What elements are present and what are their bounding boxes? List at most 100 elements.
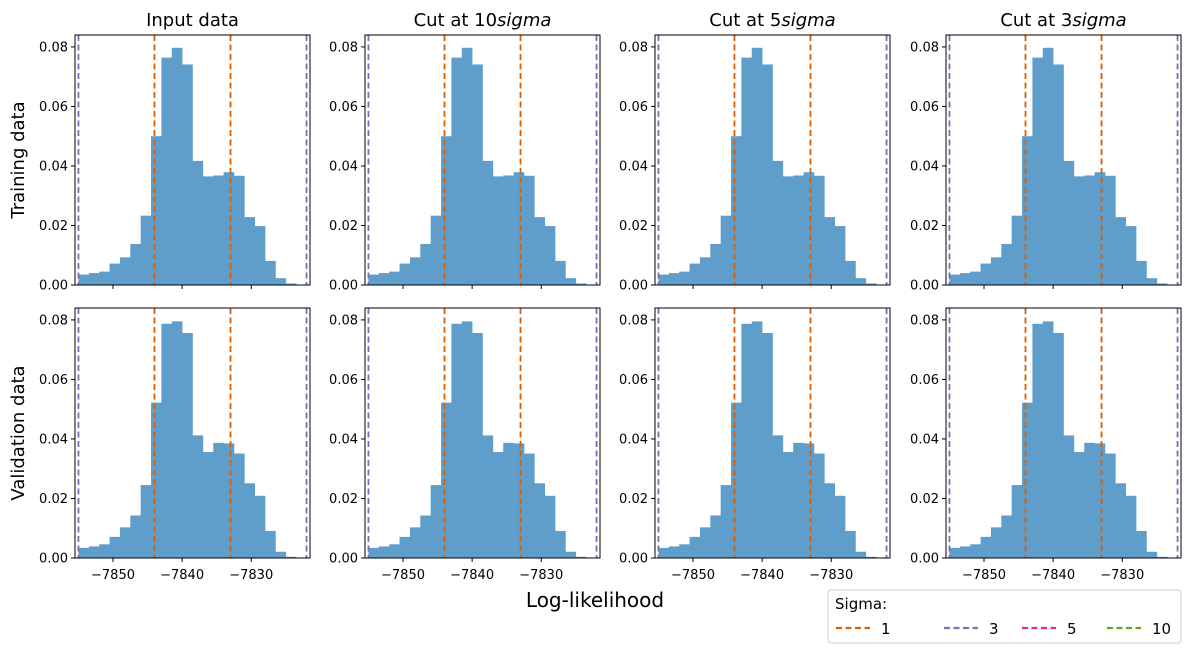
x-tick-label: −7840 <box>1031 568 1075 583</box>
histogram-bar <box>1146 278 1158 285</box>
y-tick-label: 0.02 <box>619 492 648 507</box>
histogram-bar <box>834 226 846 285</box>
histogram-bar <box>244 483 256 558</box>
histogram-bar <box>233 453 245 558</box>
histogram-bar <box>140 485 152 558</box>
histogram-bar <box>99 544 110 558</box>
histogram-bar <box>161 323 173 558</box>
histogram-bar <box>451 57 463 285</box>
histogram-bar <box>78 547 90 558</box>
x-tick-label: −7830 <box>1100 568 1144 583</box>
legend-label: 10 <box>1152 620 1171 638</box>
subplot-title: Cut at 5sigma <box>709 10 835 31</box>
histogram-bar <box>845 530 856 558</box>
y-tick-label: 0.04 <box>329 432 358 447</box>
histogram-bar <box>762 64 773 285</box>
histogram-bar <box>824 217 836 285</box>
histogram-bar <box>668 546 680 558</box>
histogram-bar <box>980 263 992 285</box>
histogram-bar <box>1084 175 1095 285</box>
y-tick-label: 0.04 <box>39 432 68 447</box>
histogram-bar <box>192 435 204 558</box>
histogram-bar <box>1032 323 1044 558</box>
histogram-bar <box>182 64 193 285</box>
histogram-bar <box>555 260 566 285</box>
histogram-bar <box>140 215 152 285</box>
x-tick-label: −7840 <box>450 568 494 583</box>
subplot-r2-c3: 0.00 0.02 0.04 0.06 0.08 −7850 −7840 −7830 <box>619 307 891 583</box>
y-tick-label: 0.02 <box>39 219 68 234</box>
x-tick-label: −7840 <box>160 568 204 583</box>
y-tick-label: 0.00 <box>619 552 648 567</box>
histogram-bar <box>720 215 732 285</box>
legend: Sigma: 1 3 5 10 <box>827 589 1182 644</box>
histogram-bar <box>461 47 473 285</box>
histogram-bar <box>855 278 867 285</box>
histogram-bar <box>503 442 514 558</box>
axes-frame <box>74 34 311 286</box>
subplot-r1-c1: 0.00 0.02 0.04 0.06 0.08 Input data <box>39 10 311 294</box>
histogram-bar <box>1125 226 1137 285</box>
histogram-bar <box>151 402 162 558</box>
histogram-bar <box>1136 260 1147 285</box>
histogram-bar <box>751 47 763 285</box>
histogram-bar <box>182 333 193 558</box>
histogram-bar <box>689 536 701 558</box>
histogram-bar <box>503 175 514 285</box>
histogram-bar <box>389 544 400 558</box>
histogram-bar <box>699 527 711 558</box>
histogram-bar <box>720 485 732 558</box>
histogram-bar <box>523 175 535 285</box>
histogram-bar <box>534 483 546 558</box>
y-tick-label: 0.02 <box>619 219 648 234</box>
y-tick-label: 0.08 <box>329 40 358 55</box>
histogram-bar <box>710 515 721 558</box>
histogram-bar <box>265 260 276 285</box>
histogram-bar <box>970 544 981 558</box>
subplot-title: Cut at 3sigma <box>1000 10 1126 31</box>
histogram-bar <box>233 175 245 285</box>
histogram-bar <box>1001 243 1012 285</box>
histogram-bar <box>482 435 494 558</box>
x-tick-label: −7830 <box>519 568 563 583</box>
histogram-bar <box>441 402 452 558</box>
histogram-bar <box>1011 485 1023 558</box>
histogram-bar <box>378 273 390 285</box>
histogram-bar <box>254 226 266 285</box>
y-tick-label: 0.00 <box>39 552 68 567</box>
histogram-bar <box>472 333 483 558</box>
x-tick-label: −7850 <box>962 568 1006 583</box>
histogram-bar <box>1042 321 1054 558</box>
y-tick-label: 0.08 <box>619 40 648 55</box>
histogram-bar <box>202 452 214 558</box>
histogram-bar <box>845 260 856 285</box>
histogram-bar <box>575 556 587 558</box>
histogram-bar <box>1115 217 1127 285</box>
histogram-bar <box>1032 57 1044 285</box>
histogram-bar <box>731 136 742 285</box>
x-tick-label: −7850 <box>381 568 425 583</box>
histogram-bar <box>513 172 525 285</box>
y-tick-label: 0.00 <box>619 279 648 294</box>
histogram-bar <box>751 321 763 558</box>
histogram-bar <box>865 556 877 558</box>
y-tick-label: 0.00 <box>329 552 358 567</box>
subplot-r2-c1: 0.00 0.02 0.04 0.06 0.08 −7850 −7840 −7830 <box>39 307 311 583</box>
histogram-bar <box>1156 283 1168 285</box>
y-tick-label: 0.02 <box>39 492 68 507</box>
histogram-bar <box>368 274 380 285</box>
y-tick-label: 0.04 <box>619 159 648 174</box>
subplot-r1-c2: 0.00 0.02 0.04 0.06 0.08 Cut at 10sigma <box>329 10 601 294</box>
histogram-bar <box>679 544 690 558</box>
histogram-bar <box>949 547 961 558</box>
histogram-bar <box>689 263 701 285</box>
histogram-bar <box>161 57 173 285</box>
histogram-bar <box>99 271 110 285</box>
subplot-r1-c3: 0.00 0.02 0.04 0.06 0.08 Cut at 5sigma <box>619 10 891 294</box>
x-tick-label: −7850 <box>91 568 135 583</box>
histogram-bar <box>192 160 204 285</box>
histogram-bar <box>741 323 753 558</box>
legend-label: 1 <box>881 620 891 638</box>
histogram-bar <box>1073 452 1085 558</box>
